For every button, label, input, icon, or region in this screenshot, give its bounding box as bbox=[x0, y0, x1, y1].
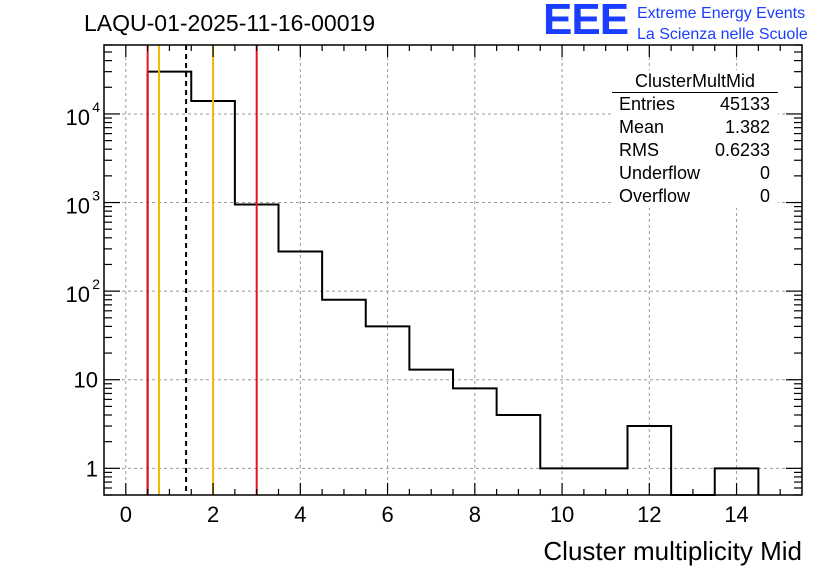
page-title: LAQU-01-2025-11-16-00019 bbox=[84, 10, 376, 36]
stats-row-entries: Entries 45133 bbox=[612, 93, 778, 116]
x-tick-label: 0 bbox=[120, 502, 132, 527]
logo-mark: EEE bbox=[543, 0, 629, 44]
marker-lines-layer bbox=[146, 45, 258, 495]
stats-label: Underflow bbox=[619, 163, 701, 183]
x-tick-label: 12 bbox=[637, 502, 661, 527]
logo-line-1: Extreme Energy Events bbox=[637, 5, 806, 22]
stats-label: Mean bbox=[619, 117, 665, 137]
x-tick-label: 4 bbox=[294, 502, 306, 527]
y-tick-label: 10 bbox=[74, 368, 98, 393]
logo-text: Extreme Energy Events La Scienza nelle S… bbox=[637, 3, 808, 45]
stats-value: 0 bbox=[759, 163, 770, 183]
histogram-outline bbox=[146, 70, 760, 496]
y-tick-label-exponent: 4 bbox=[92, 99, 100, 115]
histogram-bin bbox=[148, 72, 192, 495]
stats-value: 0.6233 bbox=[714, 140, 770, 160]
stats-label: Overflow bbox=[619, 186, 691, 206]
y-tick-label-exponent: 3 bbox=[92, 188, 100, 204]
stats-title: ClusterMultMid bbox=[612, 70, 778, 93]
stats-label: RMS bbox=[619, 140, 659, 160]
grid-layer bbox=[104, 45, 802, 495]
stats-value: 45133 bbox=[719, 94, 770, 114]
histogram-bin bbox=[497, 415, 541, 495]
stats-value: 1.382 bbox=[724, 117, 770, 137]
stats-row-rms: RMS 0.6233 bbox=[612, 139, 778, 162]
histogram-bin bbox=[409, 370, 453, 495]
stats-row-overflow: Overflow 0 bbox=[612, 185, 778, 208]
y-tick-label-exponent: 2 bbox=[92, 276, 100, 292]
x-tick-label: 10 bbox=[550, 502, 574, 527]
histogram-bin bbox=[279, 252, 323, 495]
histogram-layer bbox=[146, 70, 760, 496]
x-tick-label: 6 bbox=[381, 502, 393, 527]
x-axis-label: Cluster multiplicity Mid bbox=[543, 536, 802, 566]
x-tick-label: 8 bbox=[469, 502, 481, 527]
y-tick-label: 10 bbox=[66, 282, 90, 307]
stats-label: Entries bbox=[619, 94, 676, 114]
x-tick-label: 14 bbox=[724, 502, 748, 527]
stats-value: 0 bbox=[759, 186, 770, 206]
stats-box: ClusterMultMid Entries 45133 Mean 1.382 … bbox=[612, 70, 778, 208]
histogram-bin bbox=[322, 300, 366, 495]
y-tick-label: 10 bbox=[66, 194, 90, 219]
x-tick-label: 2 bbox=[207, 502, 219, 527]
stats-row-underflow: Underflow 0 bbox=[612, 162, 778, 185]
y-tick-label: 10 bbox=[66, 105, 90, 130]
y-tick-label: 1 bbox=[86, 456, 98, 481]
stats-row-mean: Mean 1.382 bbox=[612, 116, 778, 139]
logo-line-2: La Scienza nelle Scuole bbox=[637, 26, 808, 43]
